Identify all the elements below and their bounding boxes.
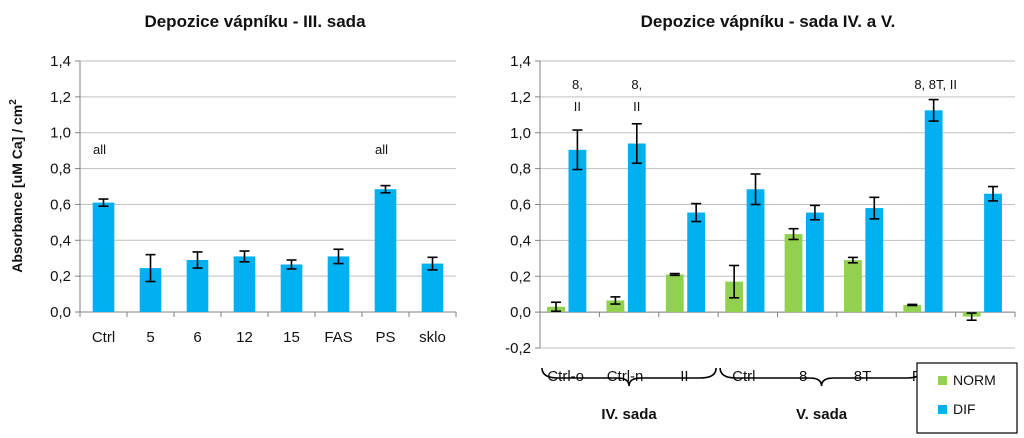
bar-dif-ii xyxy=(687,212,706,313)
y-tick-label: 1,0 xyxy=(510,125,531,142)
bar-15 xyxy=(280,264,303,312)
bar-12 xyxy=(233,256,256,312)
x-tick-label: 5 xyxy=(146,329,154,346)
legend-label-dif: DIF xyxy=(953,401,976,417)
y-tick-label: 0,8 xyxy=(510,161,531,178)
x-tick-label: Ctrl xyxy=(732,368,755,385)
bar-ctrl xyxy=(92,202,115,312)
bar-norm-ctrl-n xyxy=(606,300,625,313)
y-tick-label: -0,2 xyxy=(505,340,531,357)
y-tick-label: 0,2 xyxy=(510,268,531,285)
y-tick-label: 0,4 xyxy=(50,232,71,249)
bar-norm-ii xyxy=(665,274,684,313)
right-chart: -0,2 0,0 0,2 0,4 0,6 0,8 1,0 1,2 1,4 Ctrl-o Ctrl-n… xyxy=(505,53,1018,434)
significance-label: all xyxy=(93,142,106,157)
x-tick-label: 15 xyxy=(283,329,300,346)
legend: NORM DIF xyxy=(916,362,1018,434)
left-chart: 0,0 0,2 0,4 0,6 0,8 1,0 1,2 1,4 Ctrl 5 6 12 15 FAS PS s… xyxy=(50,53,457,346)
group-brace xyxy=(541,367,717,387)
y-tick-label: 1,2 xyxy=(50,89,71,106)
legend-swatch-dif xyxy=(938,405,947,414)
bar-5 xyxy=(139,268,162,312)
x-tick-label: 6 xyxy=(193,329,201,346)
y-tick-label: 0,0 xyxy=(50,304,71,321)
y-tick-label: 0,2 xyxy=(50,268,71,285)
y-tick-label: 0,4 xyxy=(510,232,531,249)
bar-norm-ps xyxy=(903,304,922,313)
bar-norm-8t xyxy=(844,260,862,313)
bar-dif-ctrl-o xyxy=(568,149,587,313)
left-y-axis-label: Absorbance [uM Ca] / cm2 xyxy=(8,99,25,273)
y-tick-label: 0,6 xyxy=(510,197,531,214)
x-tick-label: 8T xyxy=(854,368,872,385)
bar-dif-ps xyxy=(924,110,943,313)
right-chart-title: Depozice vápníku - sada IV. a V. xyxy=(641,12,896,31)
y-tick-label: 1,2 xyxy=(510,89,531,106)
bar-norm-8 xyxy=(784,234,803,313)
x-tick-label: Ctrl-n xyxy=(607,368,644,385)
y-tick-label: 0,0 xyxy=(510,304,531,321)
x-tick-label: 12 xyxy=(236,329,253,346)
legend-label-norm: NORM xyxy=(953,372,996,388)
y-tick-label: 1,4 xyxy=(510,53,531,70)
legend-box xyxy=(916,362,1018,434)
bar-6 xyxy=(186,260,209,312)
bar-dif-ctrl xyxy=(746,189,765,313)
x-tick-label: PS xyxy=(375,329,395,346)
significance-label: 8, xyxy=(631,77,642,92)
y-tick-label: 1,0 xyxy=(50,125,71,142)
bar-dif-8 xyxy=(806,212,824,313)
significance-label: II xyxy=(574,99,581,114)
group-label: V. sada xyxy=(796,406,848,423)
x-tick-label: 8 xyxy=(799,368,807,385)
y-tick-label: 0,6 xyxy=(50,196,71,213)
legend-swatch-norm xyxy=(938,376,947,385)
x-tick-label: Ctrl-o xyxy=(547,368,584,385)
x-tick-label: FAS xyxy=(324,329,352,346)
bar-ps xyxy=(374,189,397,312)
significance-label: all xyxy=(375,142,388,157)
significance-label: 8, xyxy=(572,77,583,92)
bar-dif-sklo xyxy=(984,193,1002,313)
x-tick-label: Ctrl xyxy=(92,329,115,346)
bar-dif-ctrl-n xyxy=(627,143,646,313)
y-tick-label: 1,4 xyxy=(50,53,71,70)
x-tick-label: sklo xyxy=(419,329,446,346)
group-label: IV. sada xyxy=(601,406,657,423)
x-tick-label: II xyxy=(680,368,688,385)
y-tick-label: 0,8 xyxy=(50,161,71,178)
significance-label: II xyxy=(633,99,640,114)
bar-sklo xyxy=(421,263,444,312)
bar-fas xyxy=(327,256,350,312)
significance-label: 8, 8T, II xyxy=(914,77,957,92)
left-chart-title: Depozice vápníku - III. sada xyxy=(144,12,366,31)
bar-dif-8t xyxy=(865,208,884,313)
